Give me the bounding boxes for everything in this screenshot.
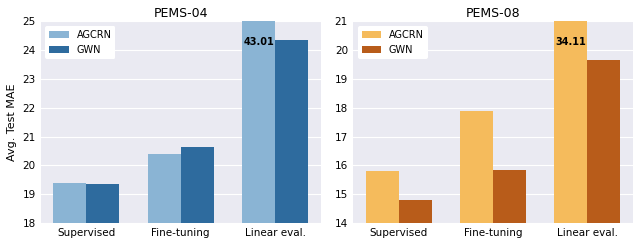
Bar	[399, 200, 431, 245]
Bar	[460, 110, 493, 245]
Bar	[180, 147, 214, 245]
Legend: AGCRN, GWN: AGCRN, GWN	[358, 26, 428, 59]
Legend: AGCRN, GWN: AGCRN, GWN	[45, 26, 115, 59]
Bar	[148, 154, 180, 245]
Bar	[53, 183, 86, 245]
Bar	[554, 0, 588, 245]
Bar	[242, 0, 275, 245]
Text: 34.11: 34.11	[556, 37, 586, 47]
Title: PEMS-04: PEMS-04	[154, 7, 208, 20]
Bar	[493, 170, 526, 245]
Y-axis label: Avg. Test MAE: Avg. Test MAE	[7, 83, 17, 161]
Title: PEMS-08: PEMS-08	[466, 7, 520, 20]
Bar	[365, 171, 399, 245]
Bar	[86, 184, 120, 245]
Bar	[275, 40, 308, 245]
Text: 43.01: 43.01	[243, 37, 274, 47]
Bar	[588, 60, 620, 245]
